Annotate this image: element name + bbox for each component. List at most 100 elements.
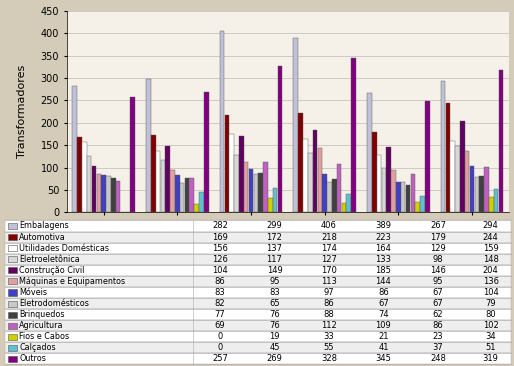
Text: 69: 69 [215,321,225,330]
Text: 109: 109 [376,321,391,330]
Bar [318,148,322,212]
Text: 88: 88 [324,310,334,319]
Text: 172: 172 [267,232,282,242]
Bar [8,234,17,240]
Bar [377,154,381,212]
Bar [82,142,87,212]
Text: 112: 112 [321,321,337,330]
Bar [5,232,511,243]
Text: 95: 95 [433,277,443,286]
Bar [8,256,17,262]
Text: 33: 33 [324,332,334,341]
Bar [156,151,160,212]
Bar [460,121,465,212]
Bar [5,254,511,265]
Text: 389: 389 [375,221,392,231]
Text: Máquinas e Equipamentos: Máquinas e Equipamentos [19,277,125,286]
Bar [97,174,101,212]
Text: 129: 129 [430,244,446,253]
Text: 144: 144 [376,277,391,286]
Bar [494,190,499,212]
Bar [8,245,17,251]
Bar [293,38,298,212]
Text: Automotiva: Automotiva [19,232,66,242]
Bar [480,176,484,212]
Bar [106,176,111,212]
Text: 21: 21 [378,332,389,341]
Bar [5,342,511,354]
Text: 86: 86 [378,288,389,297]
Bar [180,183,185,212]
Bar [87,156,91,212]
Bar [77,137,82,212]
Bar [116,182,120,212]
Bar [166,146,170,212]
Text: 23: 23 [433,332,443,341]
Text: 98: 98 [433,255,443,264]
Bar [234,156,239,212]
Text: 148: 148 [483,255,499,264]
Text: 164: 164 [376,244,391,253]
Bar [8,323,17,329]
Text: Embalagens: Embalagens [19,221,69,231]
Bar [332,179,337,212]
Text: 204: 204 [483,266,499,275]
Bar [446,103,450,212]
Text: Agricultura: Agricultura [19,321,64,330]
Bar [146,79,151,212]
Bar [5,220,511,232]
Text: 37: 37 [433,343,443,352]
Text: 117: 117 [267,255,282,264]
Bar [346,194,351,212]
Text: 170: 170 [321,266,337,275]
Text: 82: 82 [215,299,225,308]
Text: 136: 136 [483,277,499,286]
Text: 345: 345 [376,354,391,363]
Bar [387,147,391,212]
Text: 77: 77 [215,310,225,319]
Bar [170,170,175,212]
Bar [111,178,116,212]
Text: 113: 113 [321,277,337,286]
Text: 257: 257 [212,354,228,363]
Bar [337,164,341,212]
Bar [406,184,410,212]
Text: Eletroeletônica: Eletroeletônica [19,255,80,264]
Bar [151,135,156,212]
Bar [263,162,268,212]
Text: 133: 133 [375,255,392,264]
Bar [474,177,479,212]
Text: 67: 67 [433,288,443,297]
Text: 127: 127 [321,255,337,264]
Text: 62: 62 [433,310,443,319]
Bar [5,331,511,342]
Bar [253,174,258,212]
Text: Calçados: Calçados [19,343,56,352]
Text: 65: 65 [269,299,280,308]
Text: 223: 223 [376,232,391,242]
Text: 55: 55 [324,343,334,352]
Bar [5,354,511,365]
Bar [204,92,209,212]
Bar [313,130,317,212]
Text: 95: 95 [269,277,280,286]
Text: 83: 83 [215,288,225,297]
Bar [268,198,272,212]
Bar [8,278,17,284]
Bar [220,31,225,212]
Bar [185,178,189,212]
Text: 267: 267 [430,221,446,231]
Text: 406: 406 [321,221,337,231]
Bar [259,173,263,212]
Text: 51: 51 [485,343,496,352]
Bar [441,81,446,212]
Bar [489,197,493,212]
Bar [5,298,511,309]
Bar [381,168,386,212]
Bar [308,153,313,212]
Text: 244: 244 [483,232,499,242]
Bar [160,160,165,212]
Text: 19: 19 [269,332,280,341]
Bar [499,70,503,212]
Text: 185: 185 [376,266,391,275]
